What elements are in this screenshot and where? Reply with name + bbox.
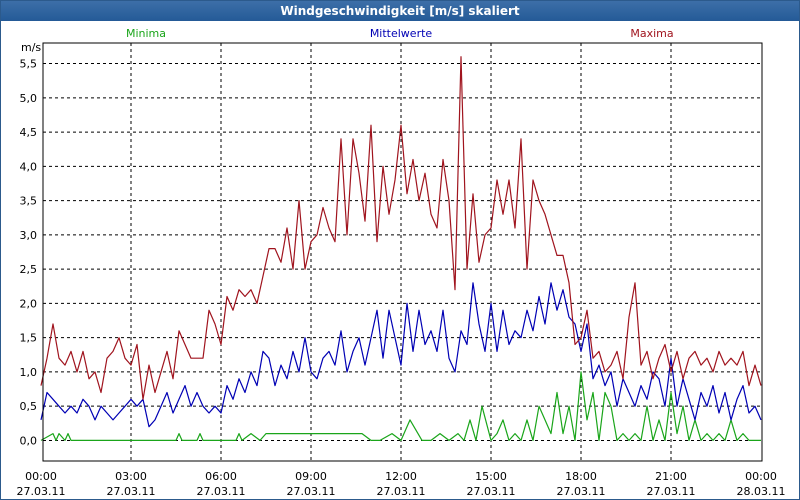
x-tick-time: 12:00 <box>385 470 417 483</box>
x-tick-date: 27.03.11 <box>377 485 426 498</box>
x-tick-date: 27.03.11 <box>647 485 696 498</box>
chart-grid <box>43 43 762 461</box>
legend: Minima Mittelwerte Maxima <box>126 27 674 40</box>
x-tick-time: 06:00 <box>205 470 237 483</box>
y-tick-label: 5,5 <box>20 58 38 71</box>
y-axis-unit-label: m/s <box>21 41 41 54</box>
series-line-mittelwerte <box>40 282 762 428</box>
y-tick-label: 4,5 <box>20 126 38 139</box>
x-tick-time: 00:00 <box>745 470 777 483</box>
y-tick-label: 2,0 <box>20 297 38 310</box>
legend-maxima: Maxima <box>630 27 673 40</box>
y-tick-label: 1,0 <box>20 366 38 379</box>
x-tick-date: 27.03.11 <box>287 485 336 498</box>
y-tick-label: 3,5 <box>20 195 38 208</box>
y-tick-label: 1,5 <box>20 332 38 345</box>
y-tick-label: 0,5 <box>20 400 38 413</box>
x-tick-time: 00:00 <box>25 470 57 483</box>
x-tick-time: 15:00 <box>475 470 507 483</box>
x-tick-date: 27.03.11 <box>557 485 606 498</box>
y-tick-label: 0,0 <box>20 434 38 447</box>
x-tick-time: 21:00 <box>655 470 687 483</box>
x-tick-time: 03:00 <box>115 470 147 483</box>
legend-mittelwerte: Mittelwerte <box>370 27 433 40</box>
x-tick-time: 18:00 <box>565 470 597 483</box>
x-tick-date: 27.03.11 <box>107 485 156 498</box>
x-tick-date: 28.03.11 <box>737 485 786 498</box>
axis-ticks: 0,0 0,5 1,0 1,5 2,0 2,5 3,0 3,5 4,0 4,5 5,0 5,5 00:0… <box>17 58 786 498</box>
y-tick-label: 2,5 <box>20 263 38 276</box>
x-tick-date: 27.03.11 <box>17 485 66 498</box>
x-tick-time: 09:00 <box>295 470 327 483</box>
window-title: Windgeschwindigkeit [m/s] skaliert <box>1 1 799 21</box>
series-layer <box>40 56 762 441</box>
series-line-maxima <box>40 56 762 400</box>
y-tick-label: 3,0 <box>20 229 38 242</box>
y-tick-label: 4,0 <box>20 160 38 173</box>
plot-frame <box>42 42 763 462</box>
series-line-minima <box>40 371 761 441</box>
y-tick-label: 5,0 <box>20 92 38 105</box>
x-tick-date: 27.03.11 <box>197 485 246 498</box>
x-tick-date: 27.03.11 <box>467 485 516 498</box>
legend-minima: Minima <box>126 27 166 40</box>
